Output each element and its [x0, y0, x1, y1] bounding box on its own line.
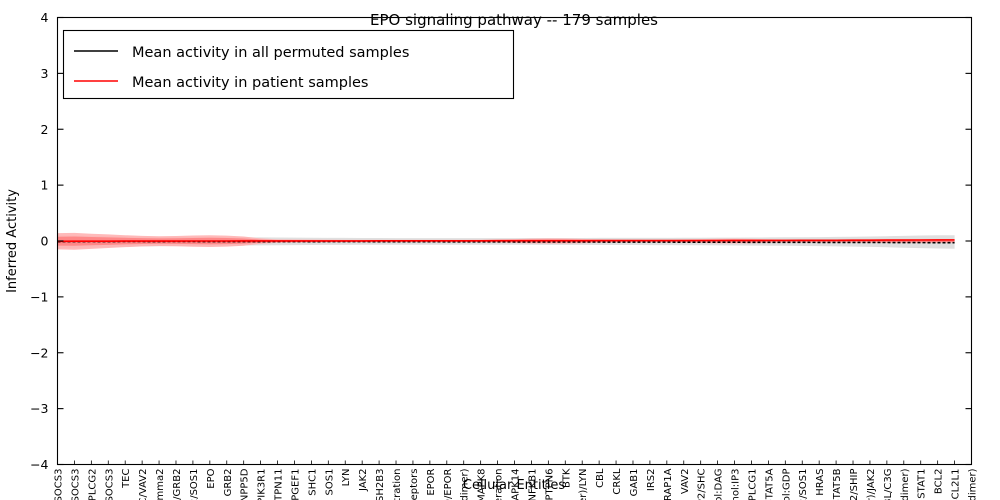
x-tick-label: BCL2L1 — [951, 469, 962, 500]
x-tick-label: GAB1 — [629, 469, 640, 497]
x-tick-label: elevation of cytosolic calcium ion conce… — [392, 469, 403, 500]
series-lines — [57, 239, 955, 244]
x-tick-label: SHC/Grb2/SOS1 — [189, 469, 200, 500]
x-tick-label: PIK3R1 — [257, 469, 268, 500]
chart-legend[interactable]: Mean activity in all permuted samples Me… — [62, 29, 515, 100]
x-tick-label: SHC1 — [307, 469, 318, 496]
y-tick-label: 4 — [41, 10, 49, 25]
x-tick-label: SH2B3 — [375, 469, 386, 500]
x-tick-label: INPP5D — [240, 468, 251, 500]
x-tick-label: TEC — [121, 468, 132, 488]
x-tick-label: CRKL/CBL/C3G — [883, 469, 894, 500]
x-tick-label: NFKB1 — [527, 469, 538, 500]
x-tick-label: TEC/VAV2 — [138, 469, 149, 500]
x-tick-label: PLCG2 — [87, 469, 98, 500]
x-tick-label: VAV2 — [680, 469, 691, 495]
x-tick-label: EPO — [206, 468, 217, 488]
x-tick-label: STAT5A — [764, 468, 775, 500]
x-tick-label: IRS2 — [646, 469, 657, 492]
x-tick-label: TEC/VAV2/GRB2 — [172, 469, 183, 500]
x-tick-label: PTPN6 — [544, 469, 555, 500]
x-tick-label: MAPK14 — [511, 469, 522, 500]
legend-label-permuted: Mean activity in all permuted samples — [132, 45, 409, 61]
y-tick-label: −1 — [30, 289, 48, 304]
y-axis-label: Inferred Activity — [5, 189, 20, 293]
x-tick-label: PTPN11 — [274, 469, 285, 500]
y-tick-label: −4 — [30, 457, 48, 472]
x-tick-label: mol:IP3 — [731, 469, 742, 500]
x-tick-label: BTK — [561, 468, 572, 488]
y-tick-label: 0 — [41, 234, 49, 249]
x-tick-label: EPO/EPOR (dimer)/SOCS3 — [70, 469, 81, 500]
y-tick-label: 3 — [41, 66, 49, 81]
y-tick-label: 2 — [41, 122, 49, 137]
x-tick-label: GAB1/SHIP/PIK3R1/SHP2/SHC — [697, 468, 708, 500]
y-tick-label: −2 — [30, 345, 48, 360]
x-tick-label: EPO/EPOR (dimer) — [460, 468, 471, 500]
x-tick-label: STAT5 (dimer) — [968, 468, 979, 500]
x-tick-label: STAT1 — [917, 469, 928, 499]
x-tick-label: LYN — [341, 469, 352, 487]
chart-title: EPO signaling pathway -- 179 samples — [370, 11, 658, 29]
x-tick-label: CRKL — [612, 468, 623, 494]
x-axis-ticks — [57, 460, 972, 465]
patient-mean-line — [57, 239, 955, 243]
x-tick-label: EPOR/TRPC2/IP3 Receptors — [409, 469, 420, 500]
x-tick-label: SOCS3 — [54, 469, 65, 500]
x-tick-label: cell proliferation — [494, 469, 505, 500]
x-tick-label: PI3K regualtory subunit polypeptide 1/IR… — [849, 469, 860, 500]
x-tick-label: EPO/EPOR (dimer)/LYN — [578, 469, 589, 500]
x-tick-label: JAK2 — [358, 469, 369, 493]
y-tick-label: 1 — [41, 178, 49, 193]
x-tick-label: LYN/PLCgamma2 — [155, 469, 166, 500]
x-tick-label: SOS1 — [324, 469, 335, 496]
x-axis-tick-labels: SOCS3 EPO/EPOR (dimer)/SOCS3 PLCG2 EPO/EPOR… — [54, 468, 979, 500]
legend-label-patient: Mean activity in patient samples — [132, 75, 368, 91]
x-tick-label: STAT5B — [832, 468, 843, 500]
x-tick-label: HRAS — [815, 469, 826, 496]
x-tick-label: STAT1 (dimer) — [900, 468, 911, 500]
y-axis-ticks: −4 −3 −2 −1 0 1 2 3 4 — [30, 10, 972, 472]
x-tick-label: RAPGEF1 — [290, 469, 301, 500]
x-tick-label: mol:DAG — [714, 469, 725, 500]
x-tick-label: mol:GDP — [781, 469, 792, 500]
x-tick-label: RAP1A — [663, 468, 674, 500]
x-tick-label: MAPK8 — [477, 469, 488, 500]
plot-frame — [56, 16, 973, 466]
x-tick-label: EPO/EPOR — [443, 468, 454, 500]
x-tick-label: GRB2 — [223, 469, 234, 497]
permuted-mean-line — [57, 240, 955, 244]
x-tick-label: EPO/EPOR (dimer)/JAK2 — [866, 469, 877, 500]
x-tick-label: BCL2 — [934, 469, 945, 495]
x-tick-label: EPOR — [426, 468, 437, 495]
y-tick-label: −3 — [30, 401, 48, 416]
x-tick-label: CBL — [595, 468, 606, 488]
x-axis-label: Cellular Entities — [463, 478, 565, 493]
x-tick-label: EPO/EPOR (dimer)/JAK2/SOCS3 — [104, 469, 115, 500]
x-tick-label: PLCG1 — [747, 469, 758, 500]
x-tick-label: GAB1/SHC/GRB2/SOS1 — [798, 469, 809, 500]
legend-box — [62, 29, 515, 100]
